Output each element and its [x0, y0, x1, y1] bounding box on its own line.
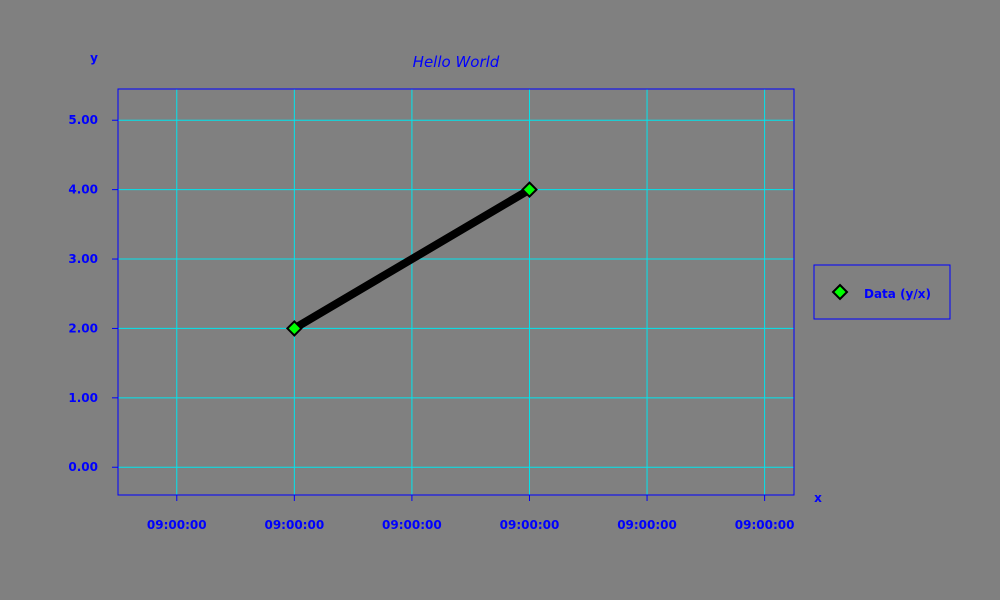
y-tick-label: 3.00: [68, 252, 98, 266]
series-line: [290, 185, 534, 333]
x-tick-label: 09:00:00: [617, 518, 677, 532]
data-point-marker: [285, 320, 303, 337]
y-tick-label: 2.00: [68, 321, 98, 335]
plot-background: [118, 89, 794, 495]
y-tick-label: 0.00: [68, 460, 98, 474]
legend: Data (y/x): [813, 264, 951, 320]
x-tick-label: 09:00:00: [735, 518, 795, 532]
x-axis-label: x: [814, 491, 822, 505]
x-tick-label: 09:00:00: [264, 518, 324, 532]
plot-area: 09:00:00 09:00:00 09:00:00 09:00:00 09:00:00…: [68, 88, 795, 532]
y-axis-label: y: [90, 51, 98, 65]
legend-marker-icon: [831, 283, 849, 301]
y-tick-label: 1.00: [68, 391, 98, 405]
x-tick-label: 09:00:00: [382, 518, 442, 532]
legend-box: [813, 264, 951, 320]
legend-label: Data (y/x): [864, 287, 931, 301]
plot-border: [117, 88, 795, 496]
y-tick-label: 4.00: [68, 183, 98, 197]
x-tick-label: 09:00:00: [500, 518, 560, 532]
data-point-marker: [521, 181, 538, 199]
x-tick-label: 09:00:00: [147, 518, 207, 532]
y-tick-label: 5.00: [68, 113, 98, 127]
chart-title: Hello World: [413, 53, 500, 71]
